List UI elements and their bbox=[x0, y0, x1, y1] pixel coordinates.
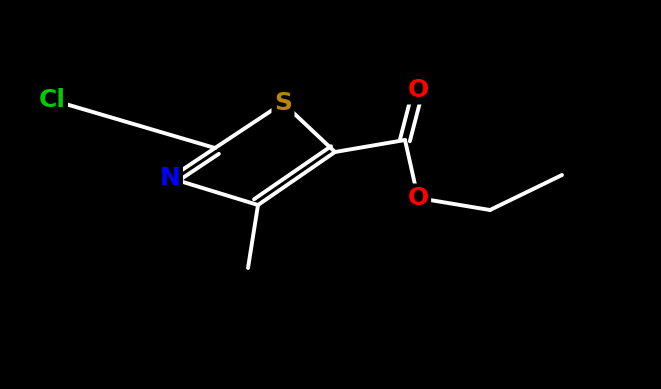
Text: O: O bbox=[407, 186, 428, 210]
Text: S: S bbox=[274, 91, 292, 115]
Text: Cl: Cl bbox=[38, 88, 65, 112]
Text: O: O bbox=[407, 78, 428, 102]
Text: N: N bbox=[159, 166, 180, 190]
